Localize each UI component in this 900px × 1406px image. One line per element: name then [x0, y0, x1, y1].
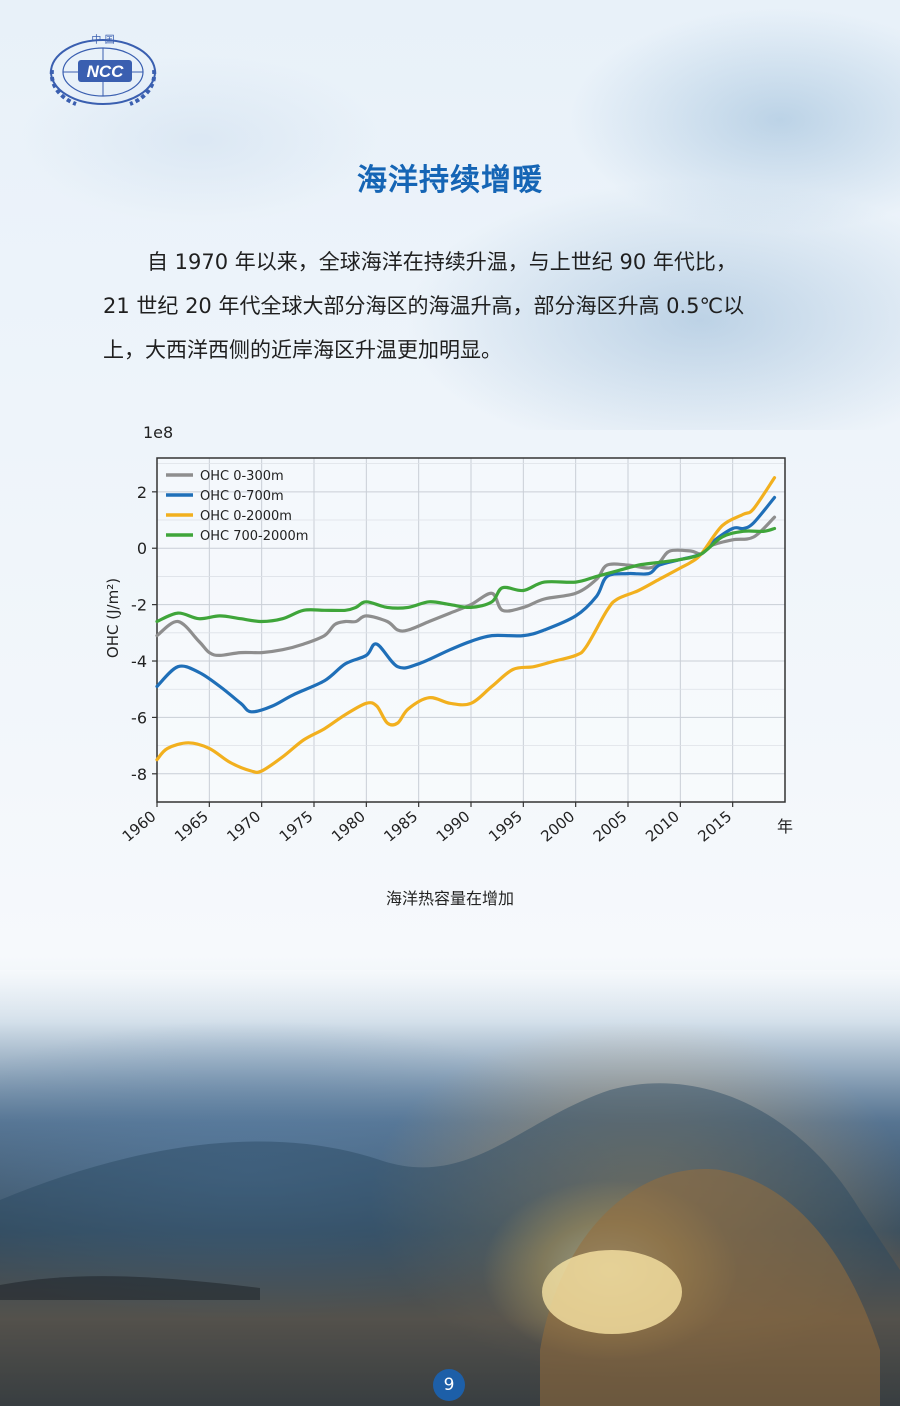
- y-scale-label: 1e8: [143, 423, 173, 442]
- x-tick-label: 1960: [119, 807, 160, 845]
- x-tick-label: 2010: [642, 807, 683, 845]
- background-sky-wave: [0, 0, 900, 430]
- x-tick-label: 1985: [380, 807, 421, 845]
- paragraph-line-2: 21 世纪 20 年代全球大部分海区的海温升高，部分海区升高 0.5℃以: [103, 294, 745, 318]
- y-tick-label: -8: [131, 765, 147, 784]
- x-tick-label: 1965: [171, 807, 212, 845]
- ncc-logo: NCC 中 国: [44, 30, 162, 108]
- series-line-1: [155, 515, 777, 657]
- chart-legend: OHC 0-300m OHC 0-700m OHC 0-2000m OHC 700-2…: [166, 469, 308, 544]
- intro-paragraph: 自 1970 年以来，全球海洋在持续升温，与上世纪 90 年代比， 21 世纪 …: [103, 240, 803, 372]
- legend-label: OHC 700-2000m: [200, 529, 308, 544]
- x-tick-label: 2015: [694, 807, 735, 845]
- background-ocean-wave-image: [0, 970, 900, 1406]
- chart-series: [155, 476, 777, 774]
- svg-text:中 国: 中 国: [91, 33, 114, 46]
- chart-grid: [156, 458, 786, 803]
- y-tick-label: 0: [137, 539, 147, 558]
- svg-text:NCC: NCC: [87, 62, 125, 81]
- legend-label: OHC 0-700m: [200, 489, 284, 504]
- x-axis-label: 年: [777, 817, 793, 836]
- x-tick-label: 2005: [590, 807, 631, 845]
- y-tick-label: -4: [131, 652, 147, 671]
- page-title: 海洋持续增暖: [357, 163, 543, 198]
- x-tick-label: 1975: [276, 807, 317, 845]
- x-tick-label: 1980: [328, 807, 369, 845]
- x-tick-label: 2000: [537, 807, 578, 845]
- x-axis-ticks: 1960 1965 1970 1975 1980 1985 1990 1995 2000 2005…: [119, 802, 735, 846]
- y-tick-label: -2: [131, 596, 147, 615]
- series-line-3: [155, 476, 777, 774]
- y-axis-ticks: 2 0 -2 -4 -6 -8: [131, 483, 157, 784]
- legend-label: OHC 0-300m: [200, 469, 284, 484]
- paragraph-line-3: 上，大西洋西侧的近岸海区升温更加明显。: [103, 338, 502, 362]
- y-tick-label: -6: [131, 708, 147, 727]
- legend-label: OHC 0-2000m: [200, 509, 292, 524]
- ohc-line-chart: 1e8 20-2-4-6-8 1960 1965 1970 1975 1980 1985 1…: [104, 423, 793, 846]
- x-tick-label: 1995: [485, 807, 526, 845]
- y-axis-label: OHC (J/m²): [104, 578, 122, 658]
- chart-caption: 海洋热容量在增加: [385, 889, 514, 908]
- paragraph-line-1: 自 1970 年以来，全球海洋在持续升温，与上世纪 90 年代比，: [147, 250, 737, 274]
- series-line-4: [155, 526, 777, 624]
- ocean-wave-illustration: [0, 1083, 900, 1406]
- x-tick-label: 1970: [223, 807, 264, 845]
- page-number-badge: 9: [433, 1369, 465, 1401]
- x-tick-label: 1990: [433, 807, 474, 845]
- y-tick-label: 2: [137, 483, 147, 502]
